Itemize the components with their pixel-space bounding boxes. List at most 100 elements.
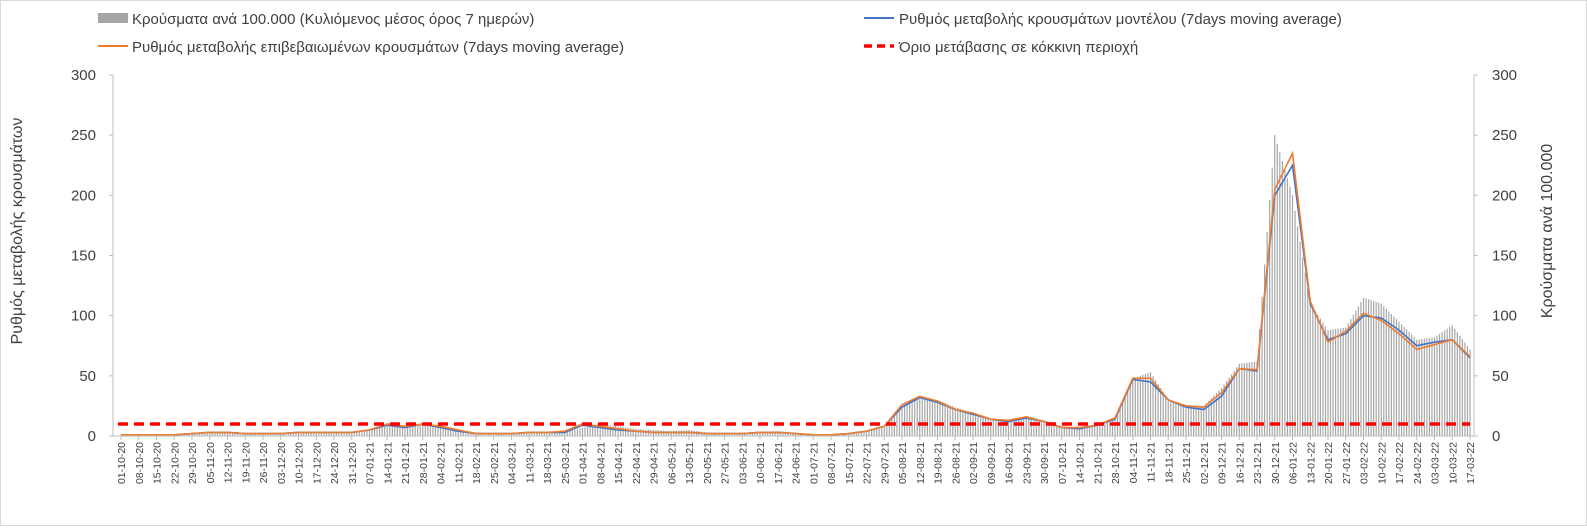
bar — [244, 433, 246, 436]
bar — [1324, 326, 1327, 436]
bar — [396, 425, 398, 436]
bar — [485, 433, 487, 436]
bar — [287, 433, 289, 436]
bar — [277, 433, 279, 436]
bar — [992, 419, 994, 436]
x-tick-label: 07-01-21 — [365, 442, 377, 484]
bar — [744, 433, 746, 436]
x-tick-label: 26-11-20 — [258, 442, 270, 483]
legend-swatch-bars — [98, 13, 128, 23]
bar — [1398, 321, 1400, 436]
bar — [1380, 303, 1382, 436]
bar — [226, 432, 229, 436]
bar — [1459, 335, 1461, 436]
bar — [452, 428, 454, 436]
x-tick-label: 10-02-22 — [1376, 442, 1388, 484]
bar — [898, 409, 901, 436]
bar — [739, 433, 741, 436]
bar — [341, 432, 343, 436]
bar — [850, 433, 852, 436]
bar — [437, 425, 439, 436]
x-tick-label: 16-12-21 — [1234, 442, 1246, 484]
bar — [1426, 338, 1428, 436]
bar — [505, 433, 508, 436]
bar — [625, 427, 627, 436]
bar — [1291, 195, 1294, 436]
bar — [1340, 328, 1342, 436]
x-tick-label: 14-01-21 — [382, 442, 394, 484]
x-tick-label: 18-11-21 — [1163, 442, 1175, 483]
bar — [868, 430, 870, 436]
bar — [518, 433, 520, 436]
x-tick-label: 08-07-21 — [826, 442, 838, 484]
bar — [528, 432, 530, 436]
y-tick-right-200: 200 — [1492, 187, 1517, 204]
bar — [995, 419, 997, 436]
x-tick-label: 29-10-20 — [187, 442, 199, 484]
x-tick-label: 03-02-22 — [1359, 442, 1371, 484]
x-tick-label: 01-10-20 — [116, 442, 128, 484]
x-tick-label: 15-10-20 — [152, 442, 164, 484]
line-series — [118, 150, 1471, 436]
x-tick-label: 11-03-21 — [524, 442, 536, 483]
bar — [1441, 332, 1443, 436]
x-tick-label: 28-10-21 — [1110, 442, 1122, 484]
bar — [1218, 390, 1220, 436]
bar — [1139, 375, 1141, 436]
x-tick-label: 14-10-21 — [1075, 442, 1087, 484]
bar — [1342, 328, 1344, 436]
legend-label-confirmed: Ρυθμός μεταβολής επιβεβαιωμένων κρουσμάτ… — [132, 39, 624, 56]
bar — [1466, 345, 1469, 436]
bar — [1012, 419, 1015, 436]
bar — [404, 426, 406, 436]
bar — [754, 432, 756, 436]
bar — [1106, 421, 1108, 436]
bar — [1157, 384, 1159, 436]
bar — [391, 424, 393, 436]
x-tick-label: 05-11-20 — [205, 442, 217, 483]
x-tick-label: 25-02-21 — [489, 442, 501, 484]
bar — [1456, 332, 1458, 436]
bar — [772, 431, 774, 436]
bar — [1400, 324, 1403, 436]
bar — [777, 431, 779, 436]
bar — [523, 432, 525, 436]
bar — [1395, 319, 1398, 436]
x-tick-label: 18-03-21 — [542, 442, 554, 484]
y-tick-right-250: 250 — [1492, 127, 1517, 144]
bar — [455, 429, 457, 436]
bar — [592, 425, 594, 436]
x-tick-label: 10-06-21 — [755, 442, 767, 484]
bar — [1449, 327, 1451, 436]
x-tick-label: 09-12-21 — [1217, 442, 1229, 484]
bar — [234, 432, 236, 436]
bar — [257, 433, 259, 436]
bar — [526, 432, 528, 436]
x-tick-label: 01-07-21 — [808, 442, 820, 484]
x-tick-label: 15-04-21 — [613, 442, 625, 484]
bar — [221, 432, 224, 436]
bar — [1416, 339, 1418, 436]
x-tick-label: 19-11-20 — [240, 442, 252, 483]
bar — [1089, 426, 1091, 436]
bar — [1289, 186, 1291, 436]
bar — [417, 424, 419, 436]
bar — [1332, 329, 1334, 436]
bar — [1127, 389, 1129, 436]
bar — [569, 430, 571, 436]
bar — [845, 433, 847, 436]
bar — [495, 433, 497, 436]
bar — [267, 433, 269, 436]
bar — [1132, 378, 1134, 436]
x-tick-label: 11-02-21 — [453, 442, 465, 483]
bar — [680, 430, 682, 436]
bar — [556, 431, 558, 436]
bar — [515, 433, 518, 436]
bar — [386, 423, 388, 436]
bar — [1035, 418, 1037, 436]
confirmed-rate-line — [121, 150, 1471, 436]
x-tick-label: 28-01-21 — [418, 442, 430, 484]
bar — [1048, 422, 1050, 436]
bar — [1167, 399, 1169, 436]
bar — [1190, 405, 1192, 436]
